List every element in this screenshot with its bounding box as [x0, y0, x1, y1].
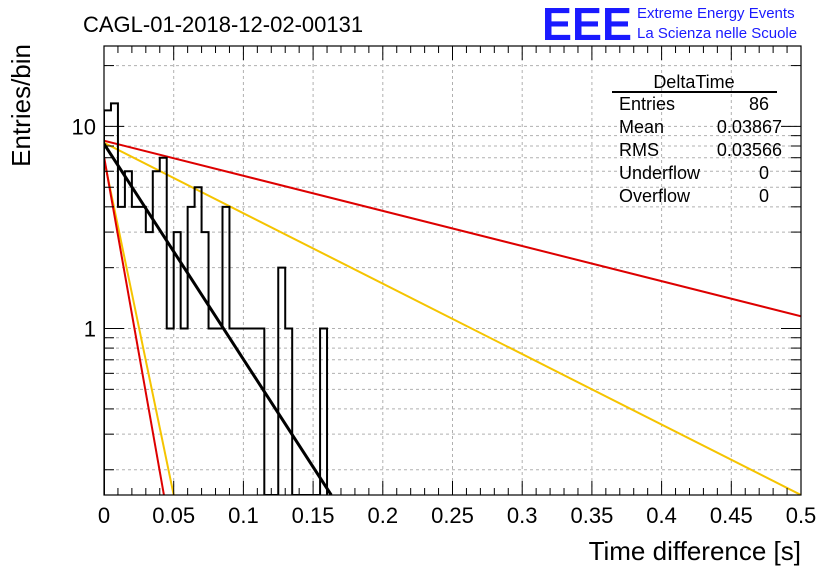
x-tick-label: 0.15	[292, 503, 335, 528]
histogram-bin	[222, 207, 229, 495]
x-tick-label: 0.05	[152, 503, 195, 528]
histogram-bin	[195, 187, 202, 495]
x-tick-label: 0.2	[368, 503, 399, 528]
band-line-band-inner	[104, 158, 175, 495]
x-axis-label: Time difference [s]	[589, 536, 801, 566]
x-tick-label: 0	[98, 503, 110, 528]
x-tick-label: 0.3	[507, 503, 538, 528]
stats-label-mean: Mean	[619, 117, 664, 137]
y-tick-label: 10	[72, 114, 96, 139]
plot-frame	[103, 45, 802, 496]
x-tick-label: 0.5	[786, 503, 817, 528]
y-tick-label: 1	[84, 317, 96, 342]
grid-lines	[104, 46, 801, 495]
x-tick-label: 0.35	[570, 503, 613, 528]
histogram-bin	[209, 329, 216, 495]
band-lines	[104, 139, 801, 495]
stats-value-underflow: 0	[759, 163, 769, 183]
histogram-bin	[160, 158, 167, 495]
stats-label-overflow: Overflow	[619, 186, 691, 206]
histogram	[104, 102, 329, 495]
stats-label-entries: Entries	[619, 94, 675, 114]
axes: 0 0.05 0.1 0.15 0.2 0.25 0.3 0.35 0.4 0.45 0.5 1 10	[72, 45, 817, 528]
x-tick-label: 0.4	[646, 503, 677, 528]
histogram-bin	[188, 207, 195, 495]
logo-line-1: Extreme Energy Events	[637, 5, 795, 22]
eee-logo: EEE	[542, 0, 632, 50]
stats-value-mean: 0.03867	[717, 117, 782, 137]
histogram-bin	[278, 268, 285, 495]
histogram-bin	[125, 171, 132, 495]
histogram-bin	[216, 329, 223, 495]
y-axis-label: Entries/bin	[6, 44, 36, 167]
histogram-bin	[104, 110, 111, 495]
band-line-band-outer	[104, 156, 165, 495]
histogram-bin	[146, 232, 153, 495]
stats-box: DeltaTime Entries 86 Mean 0.03867 RMS 0.…	[612, 72, 782, 206]
histogram-outline	[104, 102, 329, 495]
fit-line	[104, 143, 333, 495]
histogram-bin	[285, 329, 292, 495]
run-title: CAGL-01-2018-12-02-00131	[83, 12, 363, 37]
x-tick-label: 0.25	[431, 503, 474, 528]
histogram-bin	[132, 207, 139, 495]
histogram-bin	[118, 207, 125, 495]
stats-label-rms: RMS	[619, 140, 659, 160]
x-tick-label: 0.1	[228, 503, 259, 528]
exponential-fit-line	[104, 143, 333, 495]
band-line-band-inner	[104, 141, 801, 495]
stats-value-rms: 0.03566	[717, 140, 782, 160]
logo-line-2: La Scienza nelle Scuole	[637, 25, 797, 42]
stats-label-underflow: Underflow	[619, 163, 701, 183]
histogram-bin	[174, 232, 181, 495]
histogram-bin	[139, 207, 146, 495]
stats-value-entries: 86	[749, 94, 769, 114]
histogram-bin	[202, 232, 209, 495]
histogram-bin	[320, 329, 327, 495]
band-line-band-outer	[104, 139, 801, 318]
histogram-bin	[167, 329, 174, 495]
x-tick-label: 0.45	[710, 503, 753, 528]
stats-box-title: DeltaTime	[653, 72, 734, 92]
histogram-bin	[257, 329, 264, 495]
histogram-bin	[229, 329, 236, 495]
stats-value-overflow: 0	[759, 186, 769, 206]
histogram-bin	[243, 329, 250, 495]
histogram-bin	[250, 329, 257, 495]
histogram-bin	[181, 329, 188, 495]
